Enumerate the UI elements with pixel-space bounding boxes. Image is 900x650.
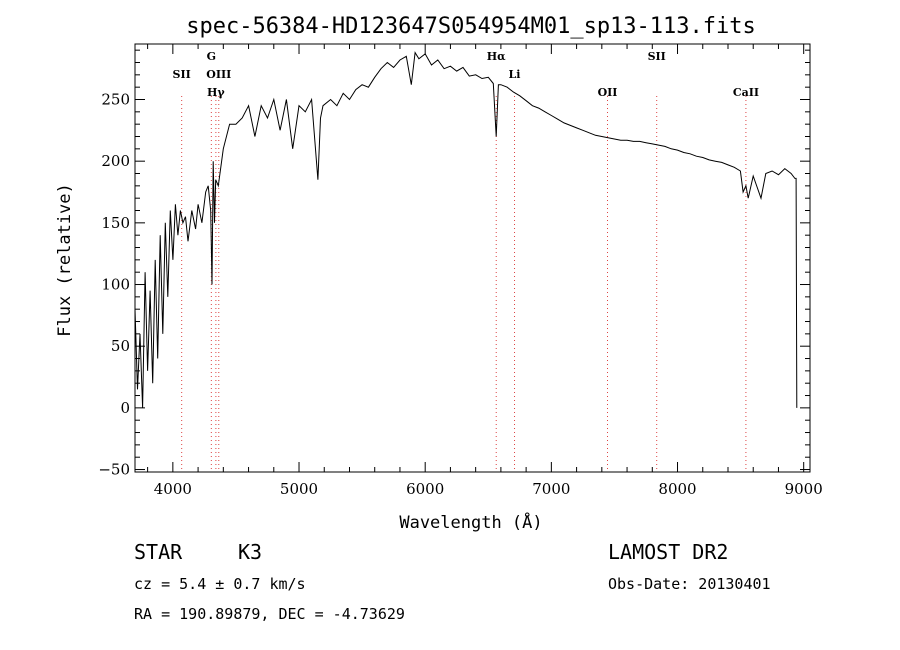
object-class: STAR bbox=[134, 540, 183, 564]
y-tick-label: 250 bbox=[101, 91, 130, 109]
x-tick-label: 8000 bbox=[658, 480, 696, 498]
spectral-line-label: Hγ bbox=[207, 86, 225, 99]
plot-frame bbox=[134, 43, 811, 473]
x-axis-label: Wavelength (Å) bbox=[399, 511, 542, 533]
survey-name: LAMOST DR2 bbox=[608, 540, 729, 564]
x-tick-label: 4000 bbox=[154, 480, 192, 498]
coordinates: RA = 190.89879, DEC = -4.73629 bbox=[134, 605, 405, 623]
x-tick-label: 7000 bbox=[532, 480, 570, 498]
y-tick-label: 150 bbox=[101, 214, 130, 232]
subclass: K3 bbox=[238, 540, 263, 564]
spectral-line-label: G bbox=[207, 50, 216, 63]
spectral-line-label: SII bbox=[648, 50, 666, 63]
spectral-line-label: OIII bbox=[206, 68, 231, 81]
y-tick-label: 100 bbox=[101, 276, 130, 294]
spectrum-series-line bbox=[134, 51, 798, 408]
chart-title: spec-56384-HD123647S054954M01_sp13-113.f… bbox=[186, 14, 756, 39]
spectral-line-label: Li bbox=[509, 68, 521, 81]
obs-date: Obs-Date: 20130401 bbox=[608, 575, 771, 593]
spectral-line-label: SII bbox=[173, 68, 191, 81]
y-tick-label: 50 bbox=[111, 337, 130, 355]
y-tick-label: −50 bbox=[98, 461, 130, 479]
spectral-line-label: OII bbox=[598, 86, 618, 99]
redshift-value: cz = 5.4 ± 0.7 km/s bbox=[134, 575, 306, 593]
x-tick-label: 6000 bbox=[406, 480, 444, 498]
spectral-line-label: Hα bbox=[487, 50, 506, 63]
y-tick-label: 0 bbox=[120, 399, 130, 417]
y-axis-label: Flux (relative) bbox=[55, 183, 75, 337]
x-tick-label: 9000 bbox=[785, 480, 823, 498]
x-tick-label: 5000 bbox=[280, 480, 318, 498]
spectral-line-label: CaII bbox=[733, 86, 759, 99]
y-tick-label: 200 bbox=[101, 152, 130, 170]
